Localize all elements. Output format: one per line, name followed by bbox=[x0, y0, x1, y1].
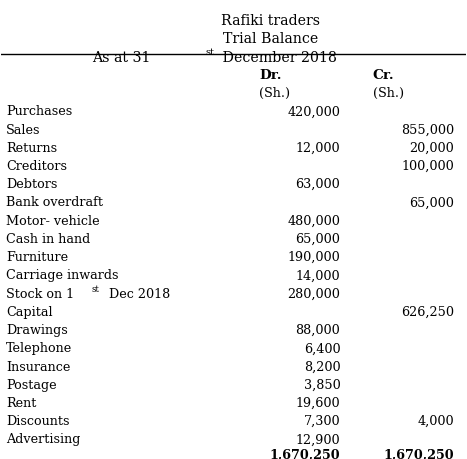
Text: Dr.: Dr. bbox=[259, 69, 282, 82]
Text: Cash in hand: Cash in hand bbox=[6, 233, 90, 246]
Text: st: st bbox=[205, 48, 215, 57]
Text: As at 31: As at 31 bbox=[92, 50, 150, 65]
Text: Purchases: Purchases bbox=[6, 105, 72, 118]
Text: Cr.: Cr. bbox=[373, 69, 395, 82]
Text: 88,000: 88,000 bbox=[296, 324, 340, 337]
Text: Furniture: Furniture bbox=[6, 251, 68, 264]
Text: 8,200: 8,200 bbox=[304, 361, 340, 374]
Text: 100,000: 100,000 bbox=[401, 160, 454, 173]
Text: Capital: Capital bbox=[6, 306, 53, 319]
Text: 20,000: 20,000 bbox=[409, 142, 454, 155]
Text: 12,900: 12,900 bbox=[296, 433, 340, 447]
Text: (Sh.): (Sh.) bbox=[259, 87, 290, 100]
Text: 6,400: 6,400 bbox=[304, 342, 340, 355]
Text: Discounts: Discounts bbox=[6, 415, 70, 428]
Text: 190,000: 190,000 bbox=[288, 251, 340, 264]
Text: (Sh.): (Sh.) bbox=[373, 87, 404, 100]
Text: Postage: Postage bbox=[6, 379, 57, 392]
Text: 65,000: 65,000 bbox=[409, 196, 454, 209]
Text: Stock on 1: Stock on 1 bbox=[6, 288, 74, 301]
Text: Insurance: Insurance bbox=[6, 361, 71, 374]
Text: 7,300: 7,300 bbox=[304, 415, 340, 428]
Text: Drawings: Drawings bbox=[6, 324, 68, 337]
Text: Rafiki traders: Rafiki traders bbox=[221, 14, 320, 28]
Text: 19,600: 19,600 bbox=[296, 397, 340, 410]
Text: Creditors: Creditors bbox=[6, 160, 67, 173]
Text: Trial Balance: Trial Balance bbox=[223, 32, 318, 46]
Text: December 2018: December 2018 bbox=[218, 50, 337, 65]
Text: Bank overdraft: Bank overdraft bbox=[6, 196, 103, 209]
Text: st: st bbox=[92, 285, 100, 295]
Text: Dec 2018: Dec 2018 bbox=[105, 288, 170, 301]
Text: Motor- vehicle: Motor- vehicle bbox=[6, 215, 99, 228]
Text: Carriage inwards: Carriage inwards bbox=[6, 269, 119, 282]
Text: 1,670,250: 1,670,250 bbox=[383, 448, 454, 459]
Text: 626,250: 626,250 bbox=[401, 306, 454, 319]
Text: 480,000: 480,000 bbox=[287, 215, 340, 228]
Text: 65,000: 65,000 bbox=[296, 233, 340, 246]
Text: Rent: Rent bbox=[6, 397, 36, 410]
Text: 1,670,250: 1,670,250 bbox=[269, 448, 340, 459]
Text: 63,000: 63,000 bbox=[296, 178, 340, 191]
Text: 280,000: 280,000 bbox=[287, 288, 340, 301]
Text: 12,000: 12,000 bbox=[296, 142, 340, 155]
Text: Telephone: Telephone bbox=[6, 342, 72, 355]
Text: 4,000: 4,000 bbox=[417, 415, 454, 428]
Text: 3,850: 3,850 bbox=[304, 379, 340, 392]
Text: Returns: Returns bbox=[6, 142, 57, 155]
Text: Advertising: Advertising bbox=[6, 433, 80, 447]
Text: 420,000: 420,000 bbox=[287, 105, 340, 118]
Text: Sales: Sales bbox=[6, 123, 41, 136]
Text: Debtors: Debtors bbox=[6, 178, 57, 191]
Text: 855,000: 855,000 bbox=[401, 123, 454, 136]
Text: 14,000: 14,000 bbox=[296, 269, 340, 282]
